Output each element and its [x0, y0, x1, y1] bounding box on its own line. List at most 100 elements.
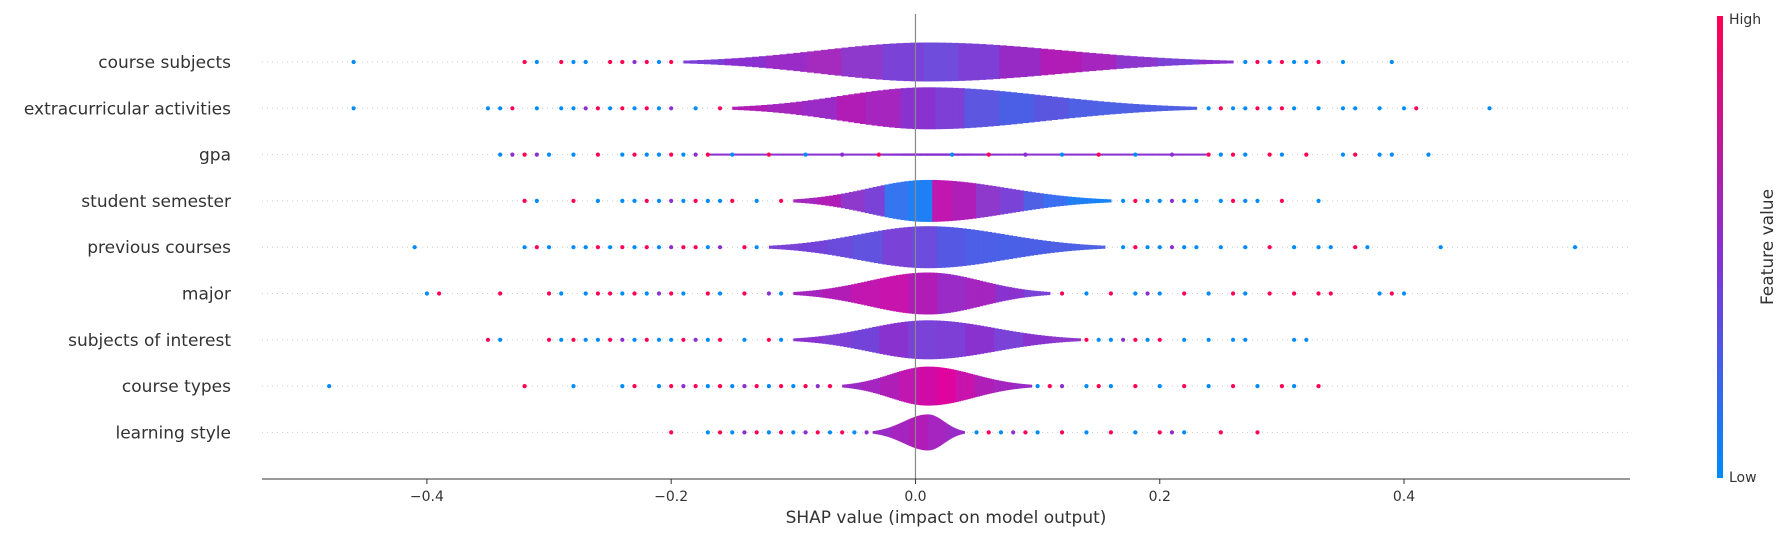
violin-slice — [807, 100, 815, 117]
violin-slice — [1052, 153, 1059, 156]
data-point — [1340, 106, 1346, 111]
violin-slice — [913, 367, 917, 405]
violin-slice — [804, 337, 809, 343]
data-point — [1292, 337, 1297, 342]
data-point — [681, 245, 686, 250]
data-point — [620, 245, 625, 250]
points-layer — [327, 59, 1578, 435]
data-point — [669, 291, 674, 296]
data-point — [1267, 59, 1272, 65]
violin-slice — [1126, 103, 1134, 114]
data-point — [644, 198, 649, 203]
violin-slice — [901, 422, 904, 443]
violin-slice — [836, 194, 842, 208]
violin-slice — [825, 97, 832, 119]
data-point — [1182, 245, 1187, 250]
violin-slice — [918, 272, 923, 315]
violin-slice — [1030, 290, 1035, 297]
data-point — [766, 152, 771, 157]
violin-slice — [861, 381, 865, 391]
violin-slice — [999, 91, 1006, 126]
violin-slice — [916, 416, 918, 449]
violin-slice — [935, 416, 938, 448]
violin-slice — [796, 338, 802, 342]
violin-slice — [1008, 330, 1013, 349]
violin-slice — [918, 415, 921, 450]
violin-slice — [1095, 53, 1104, 71]
violin-slice — [1158, 153, 1166, 156]
violin-slice — [738, 57, 746, 67]
violin-slice — [873, 430, 876, 434]
data-point — [1243, 337, 1248, 342]
violin-slice — [1040, 335, 1046, 345]
data-point — [1206, 384, 1211, 389]
violin-slice — [834, 48, 843, 76]
data-point — [730, 152, 735, 157]
violin-slice — [983, 326, 988, 354]
data-point — [705, 291, 710, 296]
violin-slice — [1041, 240, 1047, 254]
violin-slice — [1054, 242, 1060, 253]
violin-slice — [820, 153, 828, 156]
feature-label: extracurricular activities — [24, 99, 231, 119]
colorbar: High Low Feature value — [1717, 12, 1778, 486]
violin-slice — [818, 336, 823, 344]
violin-slice — [823, 240, 829, 255]
violin-slice — [1109, 54, 1117, 70]
data-point — [1169, 198, 1175, 203]
violin-slice — [979, 325, 985, 354]
violin-slice — [964, 153, 972, 156]
violin-slice — [1088, 52, 1097, 72]
violin-slice — [877, 430, 880, 435]
violin-slice — [936, 367, 940, 406]
violin-slice — [932, 366, 936, 406]
violin-slice — [884, 428, 886, 436]
violin-slice — [948, 180, 953, 222]
violin-slice — [1033, 153, 1041, 156]
violin-slice — [827, 239, 833, 255]
violin-slice — [1039, 153, 1047, 156]
data-point — [1340, 152, 1346, 157]
violin-slice — [915, 272, 919, 315]
data-point — [1157, 337, 1162, 342]
violin-slice — [881, 429, 884, 436]
violin-slice — [958, 322, 963, 358]
data-point — [1121, 245, 1126, 250]
data-point — [717, 291, 723, 296]
violin-slice — [908, 180, 914, 222]
data-point — [632, 291, 637, 296]
violin-slice — [827, 49, 836, 75]
violin-slice — [872, 327, 877, 353]
violin-slice — [1152, 153, 1160, 156]
violin-slice — [993, 379, 997, 393]
violin-slice — [1048, 336, 1053, 344]
violin-slice — [1161, 105, 1168, 111]
data-point — [608, 59, 613, 65]
violin-slice — [1003, 381, 1007, 391]
violin-slice — [847, 331, 852, 348]
data-point — [510, 106, 515, 111]
violin-slice — [940, 180, 945, 222]
violin-slice — [940, 320, 945, 359]
feature-labels: course subjects extracurricular activitie… — [24, 53, 231, 443]
violin-slice — [1024, 384, 1028, 388]
violin-slice — [793, 291, 798, 296]
violin-slice — [865, 91, 873, 125]
violin-slice — [800, 337, 805, 342]
violin-slice — [896, 182, 902, 220]
violin-slice — [1080, 99, 1087, 117]
data-point — [351, 59, 356, 65]
violin-slice — [848, 192, 854, 210]
violin-slice — [1087, 198, 1092, 204]
violin-slice — [960, 371, 964, 401]
violin-slice — [801, 198, 806, 204]
data-point — [522, 384, 527, 389]
data-point — [705, 337, 710, 342]
violin-slice — [812, 290, 817, 297]
violin-slice — [1029, 238, 1035, 256]
data-point — [1084, 337, 1089, 342]
data-point — [1389, 59, 1394, 65]
data-point — [779, 198, 784, 203]
data-point — [1108, 384, 1113, 389]
violin-slice — [1136, 56, 1145, 68]
